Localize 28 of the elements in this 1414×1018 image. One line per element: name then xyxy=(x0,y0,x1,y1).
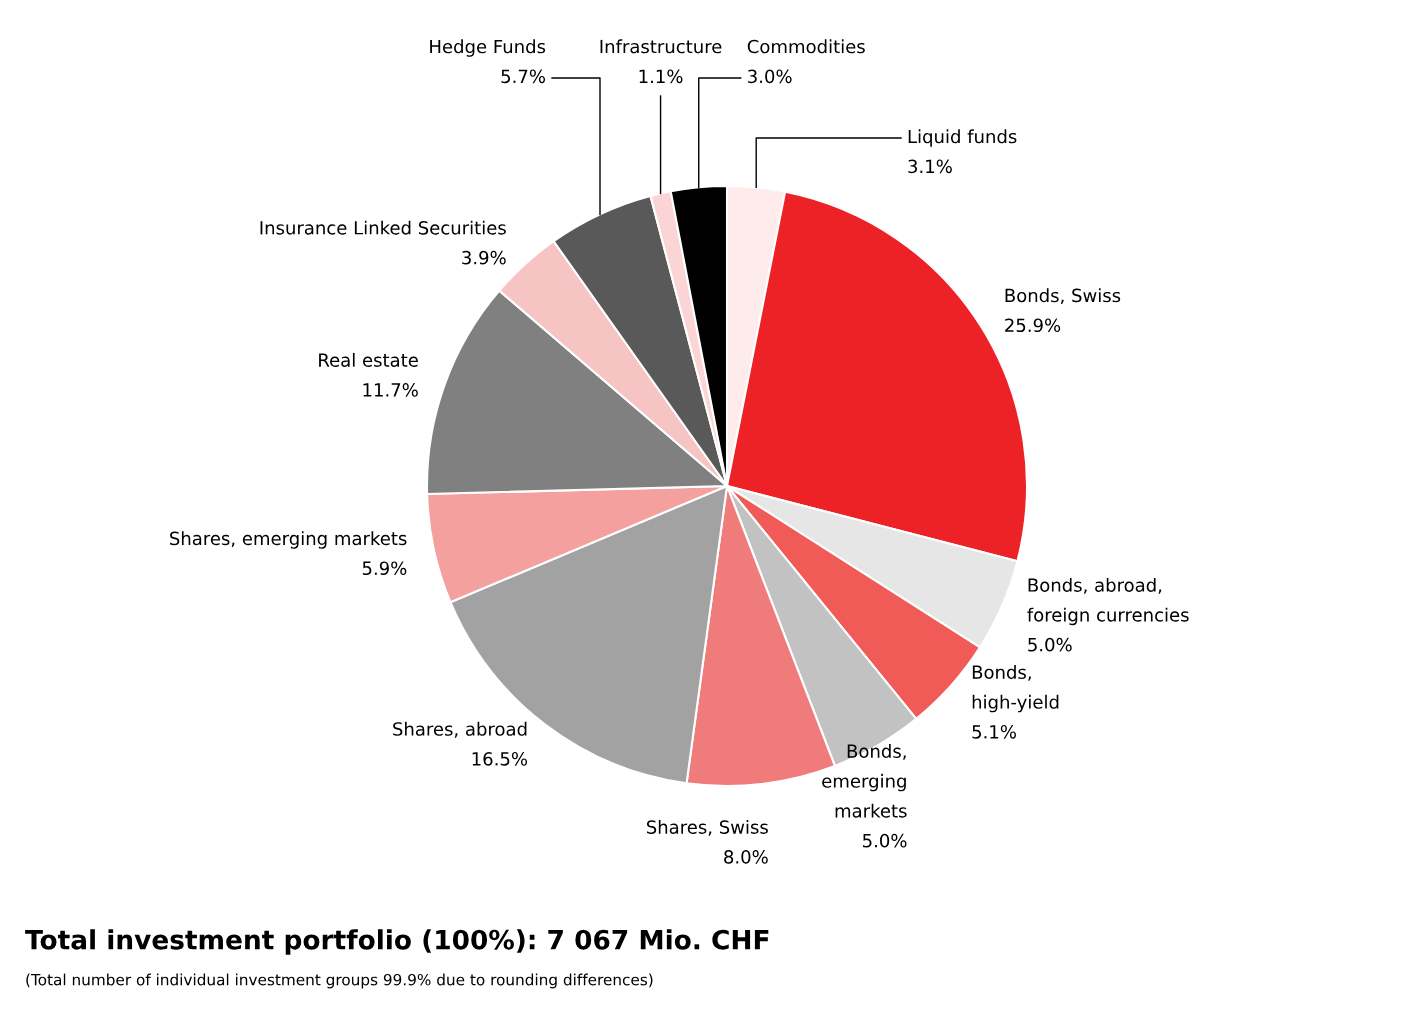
data-label: 5.0% xyxy=(1028,637,1072,652)
slice-label: Shares, abroad xyxy=(393,721,527,738)
slice-label: Commodities xyxy=(747,39,865,54)
text: Total investment portfolio (100%): 7 067 Mio. CHF xyxy=(25,929,769,955)
slice-label: Bonds, Swiss xyxy=(1005,288,1121,305)
slice-label: Bonds, high-yield xyxy=(972,665,1059,713)
slice-label: Bonds, abroad, foreign currencies xyxy=(1027,577,1189,626)
data-label: 8.0% xyxy=(724,850,768,864)
data-label: 16.5% xyxy=(472,752,528,766)
data-label: 1.1% xyxy=(639,69,683,84)
data-label: 5.9% xyxy=(362,561,407,576)
data-label: 25.9% xyxy=(1005,318,1061,333)
data-label: 5.0% xyxy=(863,833,907,848)
slice-label: Infrastructure xyxy=(600,39,722,54)
data-label: 11.7% xyxy=(363,383,418,397)
slice-label: Hedge Funds xyxy=(430,39,546,57)
slice-label: Shares, Swiss xyxy=(646,819,768,836)
data-label: 3.0% xyxy=(748,69,792,84)
data-label: 5.1% xyxy=(972,724,1016,739)
text: (Total number of individual investment groups 99.9% due to rounding differences) xyxy=(26,973,653,989)
data-label: 3.9% xyxy=(462,250,506,265)
slice-label: Insurance Linked Securities xyxy=(260,220,506,235)
data-label: 3.1% xyxy=(908,159,952,174)
slice-label: Shares, emerging markets xyxy=(170,531,407,549)
slice-label: Liquid funds xyxy=(908,129,1017,147)
data-label: 5.7% xyxy=(501,69,546,84)
slice-label: Real estate xyxy=(319,352,418,367)
slice-label: Bonds, emerging markets xyxy=(822,744,907,818)
